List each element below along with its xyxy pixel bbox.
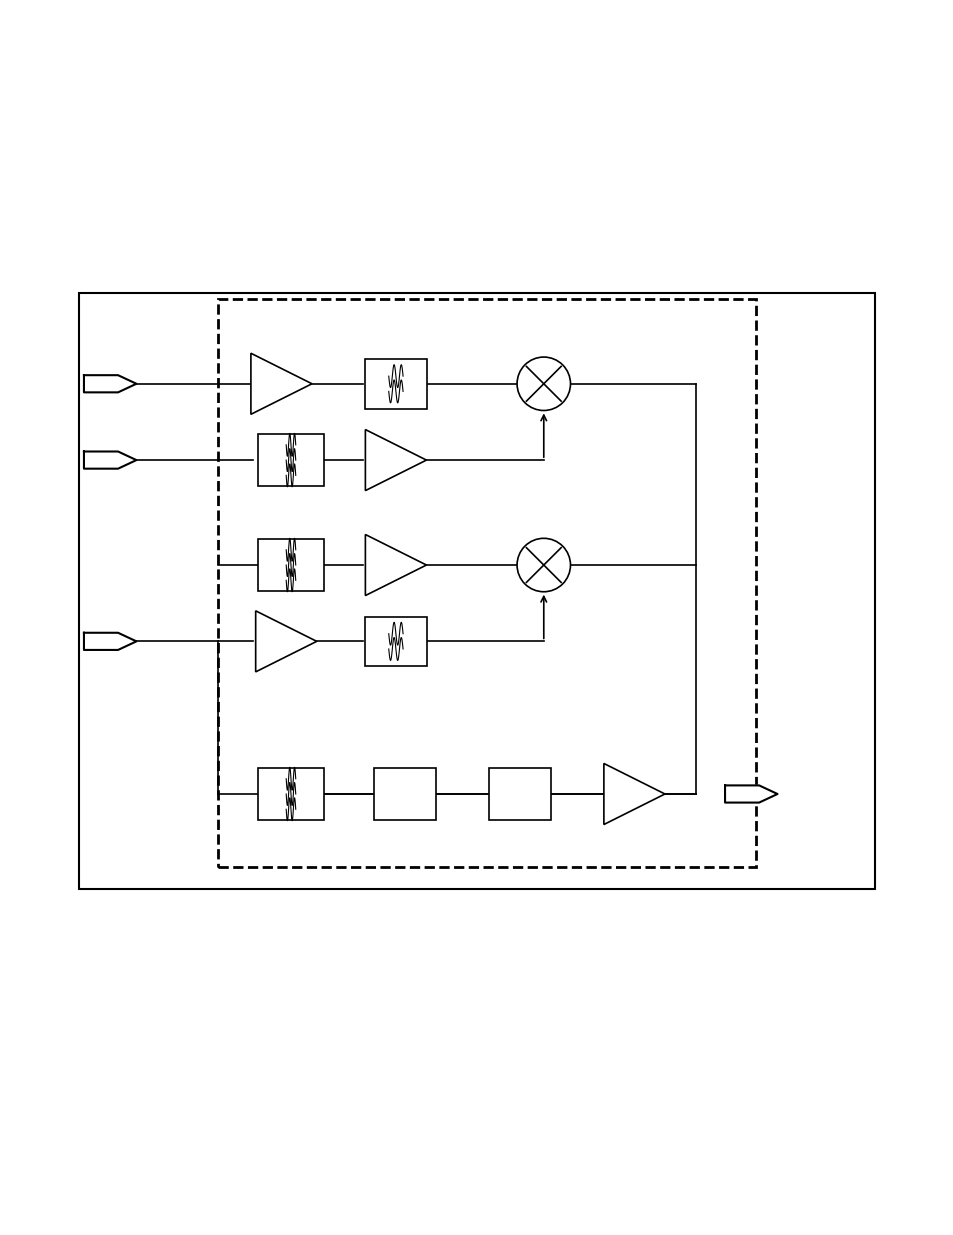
Bar: [257, 538, 324, 592]
Bar: [217, 299, 755, 867]
Bar: [257, 433, 324, 487]
Polygon shape: [84, 452, 136, 468]
Polygon shape: [724, 785, 777, 803]
Bar: [374, 768, 436, 820]
Polygon shape: [251, 353, 312, 414]
Polygon shape: [84, 632, 136, 650]
Bar: [79, 293, 874, 889]
Bar: [257, 768, 324, 820]
Circle shape: [517, 538, 570, 592]
Bar: [364, 359, 426, 409]
Polygon shape: [84, 375, 136, 393]
Circle shape: [517, 357, 570, 410]
Bar: [364, 616, 426, 666]
Bar: [489, 768, 551, 820]
Polygon shape: [603, 763, 664, 825]
Polygon shape: [255, 611, 316, 672]
Polygon shape: [365, 430, 426, 490]
Polygon shape: [365, 535, 426, 595]
